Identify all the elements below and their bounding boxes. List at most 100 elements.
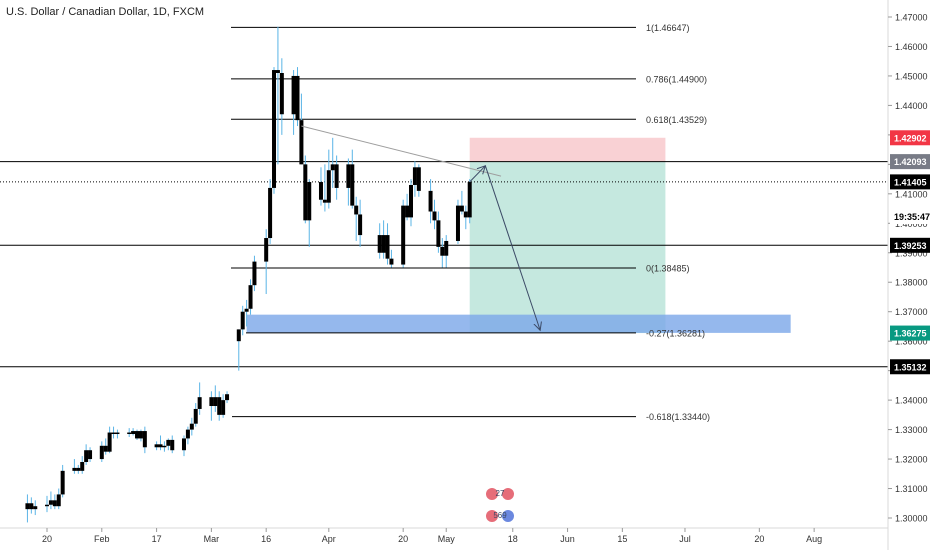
price-label-bg-3: [890, 209, 930, 225]
overlays-layer: [301, 125, 540, 330]
candle-body-38: [236, 329, 241, 342]
price-tick-label-11: 1.41000: [895, 189, 928, 199]
candle-body-2: [33, 506, 38, 510]
time-tick-label-9: Jun: [560, 534, 575, 544]
candle-body-55: [326, 170, 331, 203]
price-label-bg-6: [890, 359, 930, 375]
stop-loss-zone: [469, 137, 666, 162]
price-label-0: 1.42902: [894, 133, 927, 143]
price-label-3: 19:35:47: [894, 212, 930, 222]
candle-body-45: [272, 70, 277, 188]
candle-body-36: [221, 400, 226, 415]
support-zone: [246, 314, 791, 333]
price-tick-label-4: 1.34000: [895, 396, 928, 406]
candle-body-39: [240, 311, 245, 330]
candle-body-4: [48, 500, 53, 505]
candle-body-29: [185, 429, 190, 439]
watermark-dot-2: [502, 488, 514, 500]
time-tick-label-12: 20: [754, 534, 764, 544]
candle-body-15: [107, 432, 112, 452]
candle-body-63: [381, 235, 386, 253]
candle-body-27: [170, 439, 175, 451]
candle-body-48: [291, 75, 296, 115]
candle-body-22: [142, 431, 147, 448]
fib-label-1: 0.786(1.44900): [646, 74, 707, 84]
candle-body-64: [385, 235, 390, 259]
candle-body-76: [455, 205, 460, 241]
fib-label-0: 1(1.46647): [646, 23, 690, 33]
candle-body-11: [84, 450, 89, 463]
price-tick-label-15: 1.45000: [895, 71, 928, 81]
candle-body-3: [45, 504, 49, 507]
time-tick-label-13: Aug: [806, 534, 822, 544]
candle-body-6: [56, 494, 61, 507]
watermark-line-2: 569: [493, 511, 507, 520]
time-tick-label-5: Apr: [322, 534, 336, 544]
watermark-layer: 27 569: [486, 488, 514, 522]
price-label-bg-0: [890, 130, 930, 146]
price-tick-label-1: 1.31000: [895, 484, 928, 494]
candle-body-20: [135, 431, 140, 439]
candle-body-60: [354, 205, 359, 215]
time-tick-label-6: 20: [398, 534, 408, 544]
candle-body-12: [88, 450, 93, 460]
candle-body-19: [131, 431, 136, 435]
candle-body-43: [264, 238, 269, 262]
candles-layer: [25, 26, 472, 523]
time-tick-label-1: Feb: [94, 534, 110, 544]
lines-layer: 1(1.46647) 0.786(1.44900) 0.618(1.43529) 0(…: [0, 23, 888, 422]
zones-layer: [246, 137, 791, 334]
price-tick-label-7: 1.37000: [895, 307, 928, 317]
candle-body-67: [405, 205, 410, 218]
time-tick-label-4: 16: [261, 534, 271, 544]
candle-body-69: [412, 167, 417, 185]
candle-body-70: [416, 167, 421, 191]
candle-body-49: [295, 75, 300, 121]
candle-body-40: [244, 308, 249, 312]
candle-body-68: [409, 184, 414, 218]
candle-body-72: [432, 211, 437, 221]
candle-body-18: [127, 432, 132, 435]
candle-body-78: [463, 211, 468, 218]
candle-body-37: [225, 394, 230, 401]
price-tick-label-14: 1.44000: [895, 101, 928, 111]
price-tick-label-16: 1.46000: [895, 42, 928, 52]
candle-body-10: [80, 462, 85, 471]
candle-body-46: [275, 70, 280, 73]
price-label-bg-4: [890, 237, 930, 253]
candle-body-66: [401, 205, 406, 265]
candle-body-73: [436, 220, 441, 247]
time-tick-label-2: 17: [152, 534, 162, 544]
price-label-5: 1.36275: [894, 329, 927, 339]
price-tick-label-0: 1.30000: [895, 514, 928, 524]
candle-body-25: [162, 445, 167, 448]
fib-label-4: -0.27(1.36281): [646, 328, 705, 338]
candle-body-7: [60, 470, 65, 495]
candle-body-9: [76, 467, 81, 471]
candle-body-33: [209, 397, 214, 407]
candle-body-53: [318, 182, 323, 200]
candle-body-71: [428, 190, 433, 212]
candle-body-59: [350, 164, 355, 206]
price-label-bg-1: [890, 154, 930, 170]
candle-body-44: [268, 187, 273, 239]
time-tick-label-11: Jul: [679, 534, 691, 544]
price-tick-label-3: 1.33000: [895, 425, 928, 435]
candle-body-5: [52, 500, 57, 507]
candle-body-14: [103, 445, 108, 452]
watermark-dot-3: [486, 510, 498, 522]
candle-body-8: [72, 467, 77, 471]
candle-body-30: [189, 423, 194, 430]
candle-body-41: [248, 285, 253, 309]
fib-label-3: 0(1.38485): [646, 263, 690, 273]
candle-body-13: [99, 445, 104, 460]
time-tick-label-10: 15: [617, 534, 627, 544]
time-tick-label-8: 18: [508, 534, 518, 544]
price-label-4: 1.39253: [894, 241, 927, 251]
candle-body-35: [217, 397, 222, 415]
candle-body-52: [307, 182, 312, 221]
price-labels-layer: 1.42902 1.42093 1.41405 19:35:47 1.39253 1.36…: [890, 130, 930, 375]
candle-body-77: [459, 205, 464, 212]
candle-body-26: [166, 439, 171, 446]
